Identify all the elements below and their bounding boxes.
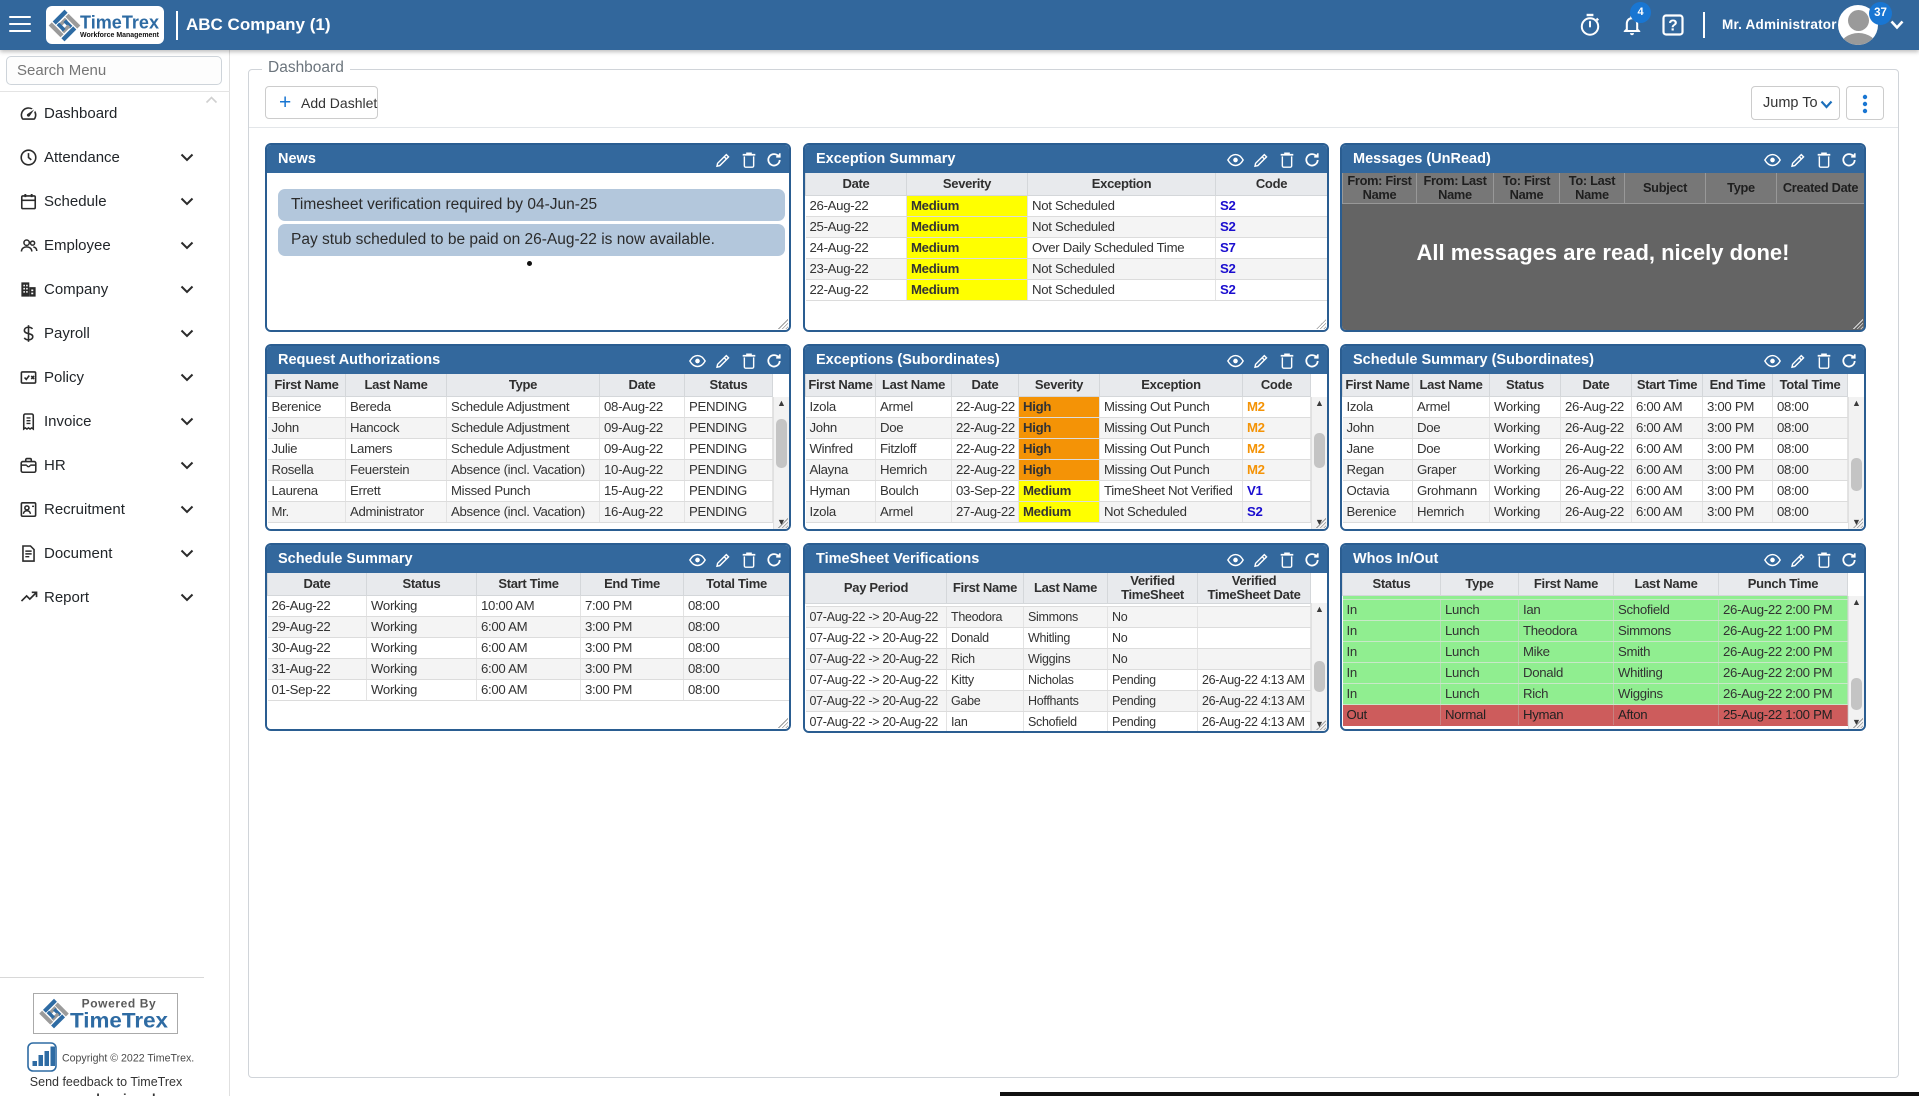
- svg-text:TimeTrex: TimeTrex: [70, 1010, 168, 1033]
- svg-text:Copyright © 2022 TimeTrex.: Copyright © 2022 TimeTrex.: [62, 1053, 194, 1065]
- svg-text:?: ?: [1668, 17, 1677, 34]
- svg-text:TimeTrex: TimeTrex: [80, 12, 160, 33]
- svg-text:Workforce Management: Workforce Management: [80, 30, 159, 39]
- svg-text:Powered By: Powered By: [82, 997, 157, 1011]
